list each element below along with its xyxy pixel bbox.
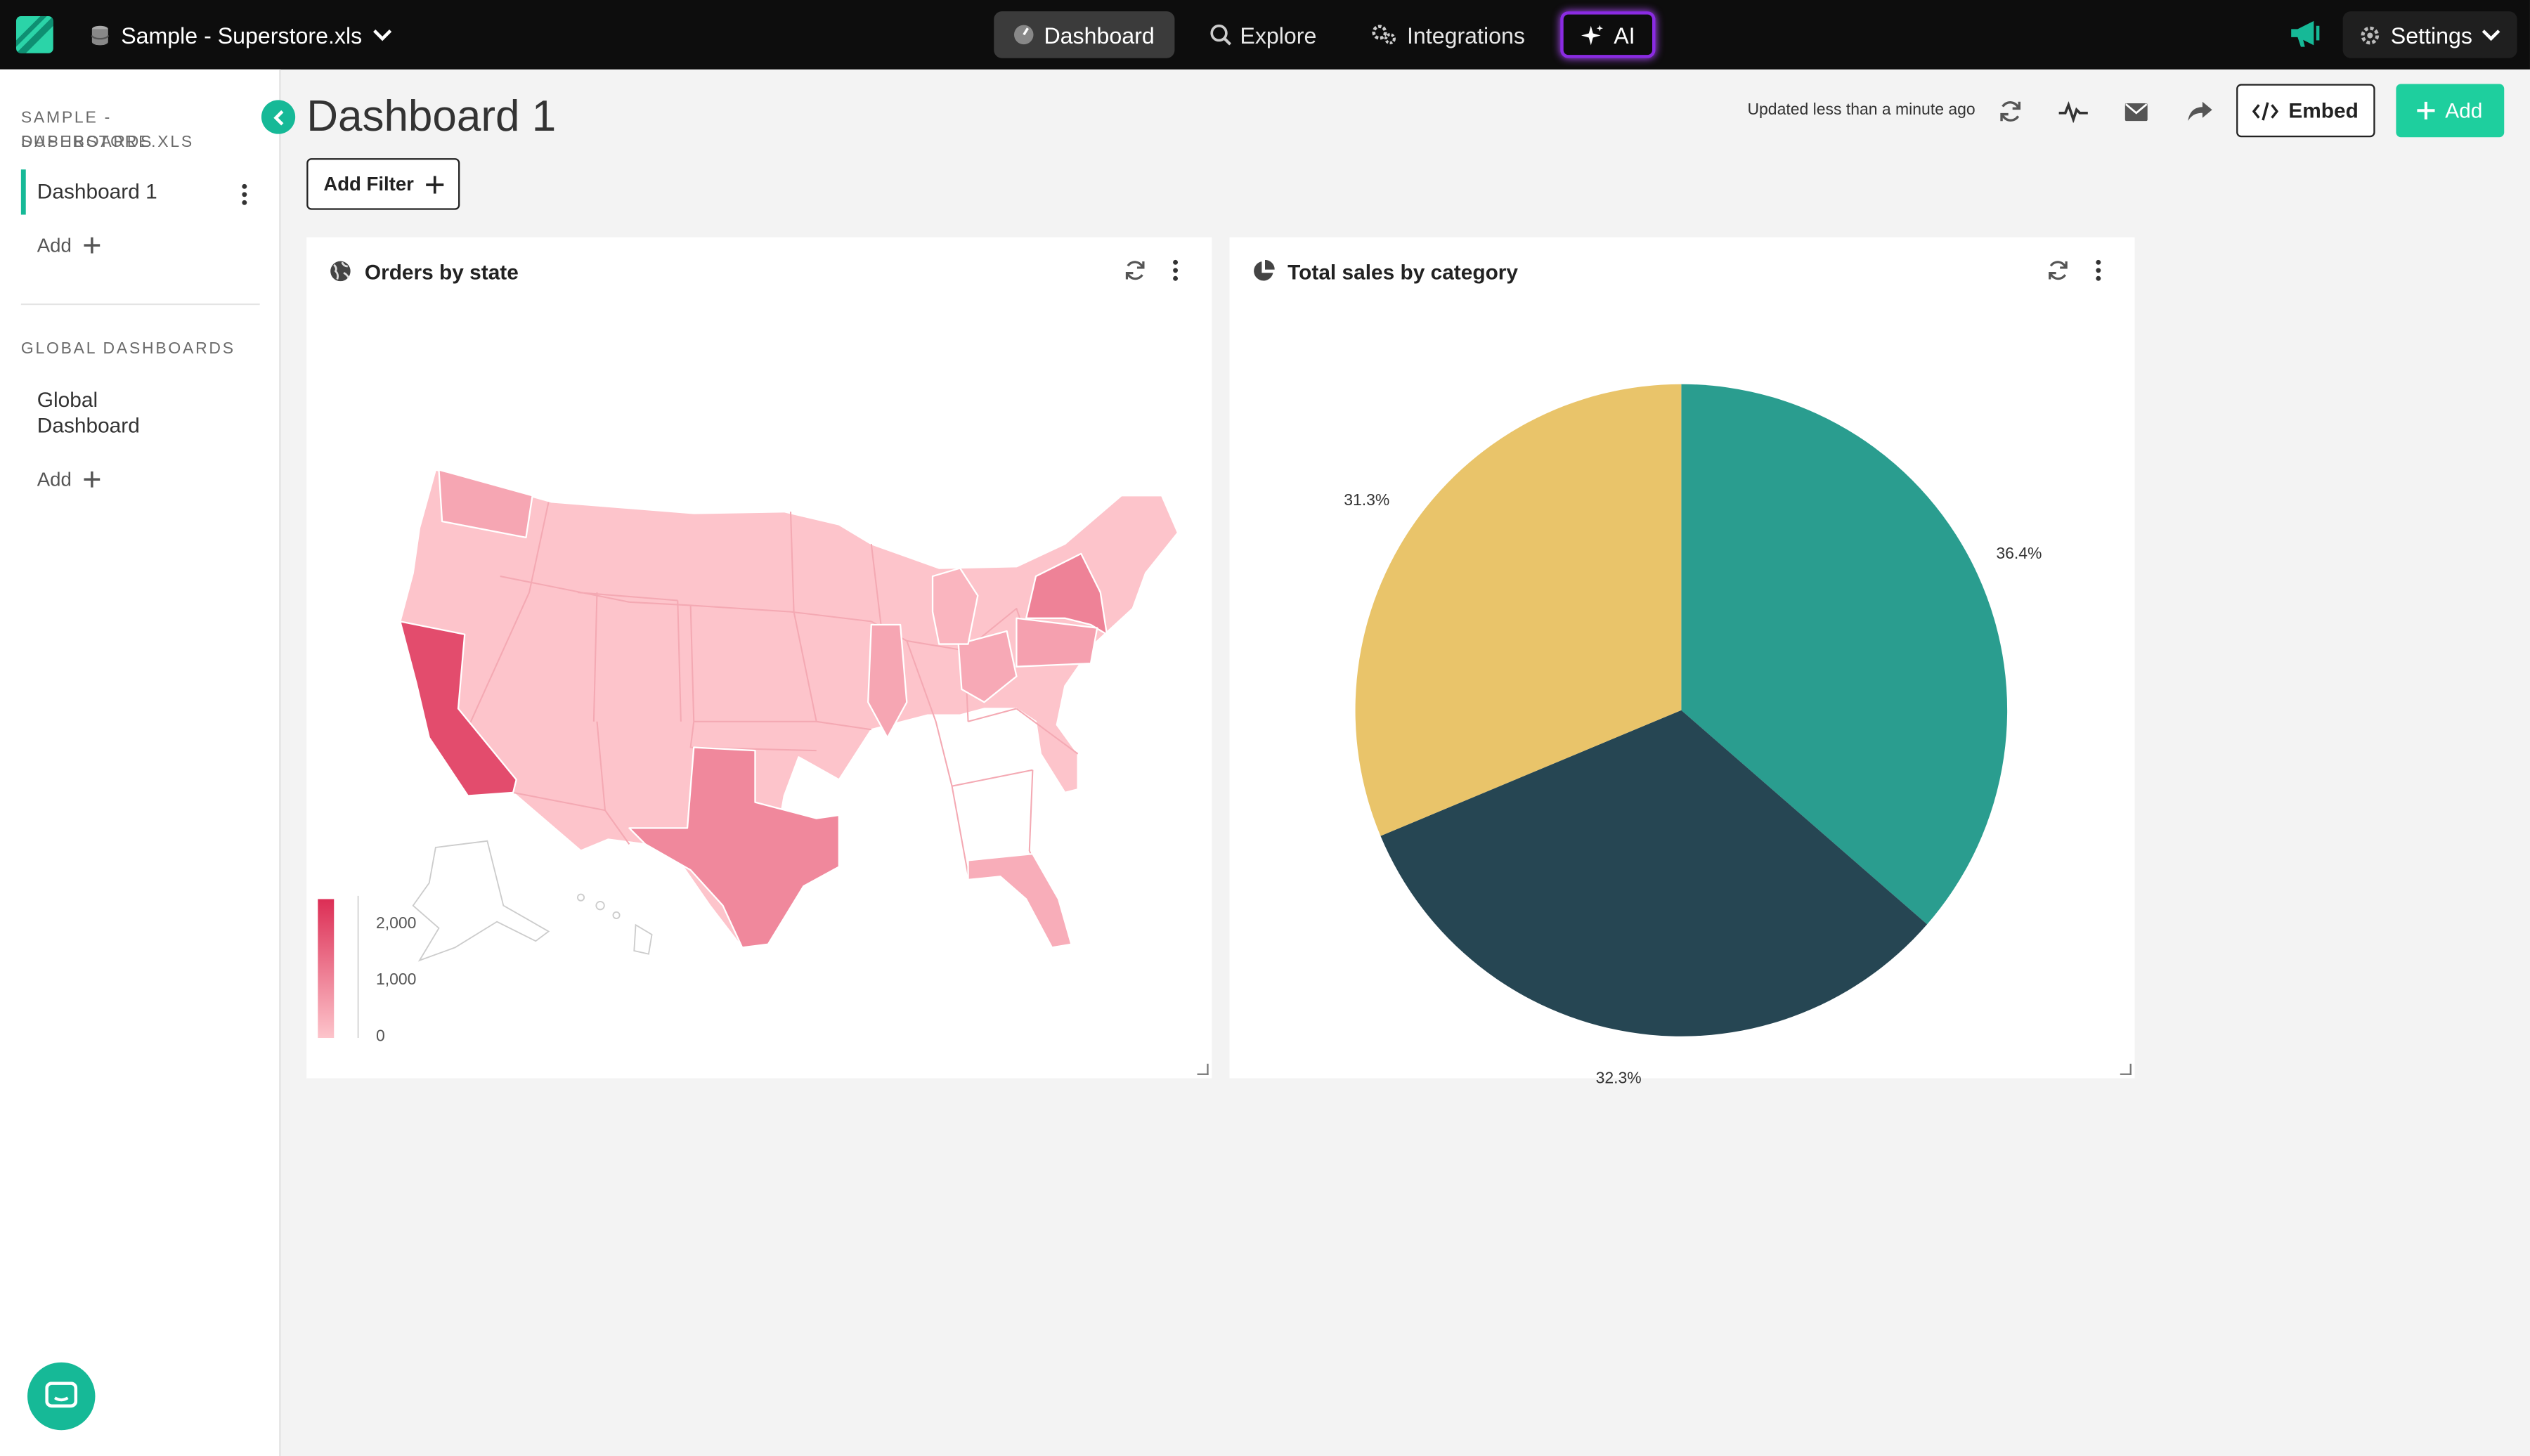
pie-slice-2[interactable] <box>1355 384 1682 836</box>
map-card-header: Orders by state <box>329 256 519 285</box>
add-global-dashboard-button[interactable]: Add <box>37 468 101 491</box>
updated-status: Updated less than a minute ago <box>1747 101 1976 119</box>
app-logo[interactable] <box>15 15 53 53</box>
legend-tick-1000: 1,000 <box>375 971 417 990</box>
sidebar-item-global-dashboard[interactable]: Global Dashboard <box>21 387 276 439</box>
sidebar: SAMPLE - SUPERSTORE.XLS DASHBOARDS Dashb… <box>0 69 281 1456</box>
sidebar-datasource-heading: SAMPLE - SUPERSTORE.XLS <box>20 110 194 152</box>
add-dashboard-label: Add <box>37 234 72 257</box>
embed-label: Embed <box>2288 98 2359 123</box>
pie-refresh-icon[interactable] <box>2043 255 2072 284</box>
plus-icon <box>84 471 101 488</box>
pie-chart-icon <box>1254 259 1275 281</box>
state-ohio <box>957 630 1018 703</box>
pie-resize-handle[interactable] <box>2120 1063 2132 1075</box>
state-texas <box>628 746 841 949</box>
sidebar-item-dashboard-1[interactable]: Dashboard 1 <box>20 169 276 215</box>
add-global-dashboard-label: Add <box>37 468 72 491</box>
state-florida <box>967 853 1072 949</box>
nav-ai-label: AI <box>1614 22 1635 48</box>
pie-card-header: Total sales by category <box>1252 256 1518 285</box>
datasource-name: Sample - Superstore.xls <box>121 22 363 48</box>
search-icon <box>1209 24 1231 46</box>
dashboard-options-icon[interactable] <box>233 181 255 207</box>
map-legend <box>318 895 359 1039</box>
email-icon[interactable] <box>2120 97 2153 126</box>
pie-label-2: 31.3% <box>1344 493 1390 511</box>
legend-gradient-bar <box>318 899 335 1039</box>
global-dashboards-heading: GLOBAL DASHBOARDS <box>20 340 235 358</box>
sidebar-divider <box>20 303 260 306</box>
pie-slice-0[interactable] <box>1681 384 2008 925</box>
map-card-title: Orders by state <box>364 259 519 284</box>
nav-dashboard-label: Dashboard <box>1044 22 1155 48</box>
globe-icon <box>330 261 351 282</box>
settings-label: Settings <box>2390 22 2472 48</box>
settings-menu[interactable]: Settings <box>2342 11 2517 58</box>
pie-label-0: 36.4% <box>1996 545 2042 564</box>
chevron-down-icon <box>2482 29 2500 41</box>
dashboard-gauge-icon <box>1013 25 1034 45</box>
us-choropleth-map <box>318 469 1179 1039</box>
state-illinois <box>867 623 908 739</box>
top-bar: Sample - Superstore.xls Dashboard Explor… <box>0 0 2530 70</box>
add-dashboard-button[interactable]: Add <box>37 234 101 257</box>
database-icon <box>91 25 109 46</box>
add-widget-button[interactable]: Add <box>2396 84 2505 138</box>
embed-button[interactable]: Embed <box>2236 84 2375 138</box>
sidebar-dashboards-heading: DASHBOARDS <box>20 134 154 152</box>
megaphone-icon[interactable] <box>2290 20 2322 48</box>
nav-ai[interactable]: AI <box>1560 11 1656 58</box>
pie-options-icon[interactable] <box>2088 255 2108 284</box>
chevron-left-icon <box>273 109 283 125</box>
page-title: Dashboard 1 <box>306 91 557 141</box>
nav-integrations-label: Integrations <box>1406 22 1525 48</box>
map-options-icon[interactable] <box>1165 255 1185 284</box>
chevron-down-icon <box>373 30 393 41</box>
sparkle-icon <box>1581 24 1604 45</box>
gears-icon <box>1372 25 1396 45</box>
pie-chart <box>1355 384 2008 1036</box>
add-filter-label: Add Filter <box>323 172 414 195</box>
activity-icon[interactable] <box>2057 97 2089 126</box>
nav-integrations[interactable]: Integrations <box>1352 11 1545 58</box>
gear-icon <box>2361 25 2380 44</box>
global-dashboard-label-line1: Global <box>37 387 98 412</box>
plus-icon <box>424 175 443 193</box>
nav-dashboard[interactable]: Dashboard <box>994 11 1174 58</box>
chat-support-button[interactable] <box>27 1362 96 1431</box>
state-michigan <box>931 567 979 645</box>
pie-label-1: 32.3% <box>1595 1070 1642 1088</box>
pie-card-title: Total sales by category <box>1287 259 1519 284</box>
legend-tick-2000: 2,000 <box>375 915 417 933</box>
state-hawaii <box>577 893 653 955</box>
state-washington <box>438 469 533 539</box>
state-alaska <box>412 840 550 962</box>
map-resize-handle[interactable] <box>1197 1063 1209 1075</box>
plus-icon <box>2418 101 2436 119</box>
legend-tick-0: 0 <box>375 1028 385 1046</box>
pie-slice-1[interactable] <box>1380 710 1928 1036</box>
global-dashboard-label-line2: Dashboard <box>37 413 140 438</box>
add-widget-label: Add <box>2445 98 2483 123</box>
refresh-dashboard-icon[interactable] <box>1994 97 2027 126</box>
nav-explore[interactable]: Explore <box>1190 11 1336 58</box>
nav-explore-label: Explore <box>1240 22 1317 48</box>
share-icon[interactable] <box>2183 97 2215 126</box>
chat-icon <box>45 1382 78 1408</box>
orders-by-state-card: Orders by state <box>306 237 1212 1079</box>
add-filter-button[interactable]: Add Filter <box>306 158 460 210</box>
code-icon <box>2252 101 2279 120</box>
state-california <box>399 620 517 797</box>
plus-icon <box>84 237 101 254</box>
state-new-york <box>1025 552 1108 635</box>
map-refresh-icon[interactable] <box>1120 255 1148 284</box>
main-nav: Dashboard Explore Integrations <box>994 11 1656 58</box>
total-sales-by-category-card: Total sales by category 36.4% 32.3% 31.3% <box>1229 237 2135 1088</box>
datasource-selector[interactable]: Sample - Superstore.xls <box>91 18 393 53</box>
state-pennsylvania <box>1016 617 1098 668</box>
collapse-sidebar-button[interactable] <box>261 100 296 134</box>
sidebar-item-label: Dashboard 1 <box>37 178 157 204</box>
